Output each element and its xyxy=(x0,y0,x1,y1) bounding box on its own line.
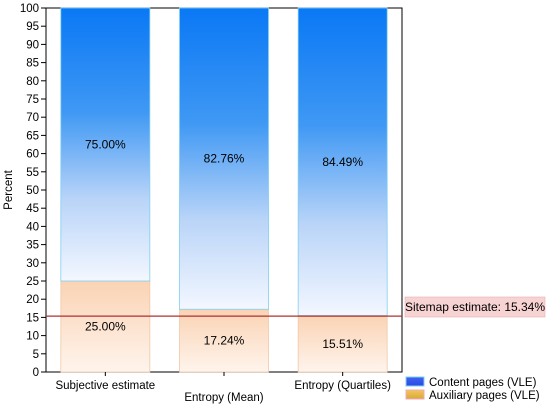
y-tick-label: 80 xyxy=(26,76,39,88)
legend-swatch xyxy=(405,376,425,387)
reference-label: Sitemap estimate: 15.34% xyxy=(405,300,545,314)
y-tick-label: 15 xyxy=(26,312,39,324)
data-label: 25.00% xyxy=(85,320,126,334)
y-tick-label: 10 xyxy=(26,331,39,343)
bar-segment xyxy=(60,7,151,282)
y-axis: 0 5 10 15 20 25 30 35 40 45 50 55 60 65 70 75 80 85 90 95 10… xyxy=(20,3,46,379)
data-label: 75.00% xyxy=(85,138,126,152)
reference-label-box xyxy=(404,296,546,318)
legend: Content pages (VLE)Auxiliary pages (VLE) xyxy=(405,376,540,402)
y-tick-label: 0 xyxy=(33,367,39,379)
y-tick-label: 60 xyxy=(26,149,39,161)
reference-line-group: Sitemap estimate: 15.34% xyxy=(46,296,546,318)
y-tick-label: 65 xyxy=(26,130,39,142)
x-tick-label: Entropy (Quartiles) xyxy=(294,380,391,392)
y-tick-label: 35 xyxy=(26,240,39,252)
y-tick-label: 70 xyxy=(26,112,39,124)
y-tick-label: 85 xyxy=(26,58,39,70)
data-label: 17.24% xyxy=(204,334,245,348)
y-tick-label: 40 xyxy=(26,221,39,233)
x-tick-label: Subjective estimate xyxy=(55,380,155,392)
y-tick-label: 90 xyxy=(26,39,39,51)
bar-segment xyxy=(60,280,151,373)
data-label: 15.51% xyxy=(322,337,363,351)
y-tick-label: 50 xyxy=(26,185,39,197)
y-tick-label: 30 xyxy=(26,258,39,270)
bar-segment xyxy=(297,7,388,316)
legend-label: Content pages (VLE) xyxy=(429,377,537,389)
y-tick-label: 25 xyxy=(26,276,39,288)
y-tick-label: 20 xyxy=(26,294,39,306)
y-tick-label: 75 xyxy=(26,94,39,106)
y-axis-title: Percent xyxy=(3,169,15,209)
legend-swatch xyxy=(405,389,425,400)
y-tick-label: 100 xyxy=(20,3,39,15)
y-tick-label: 55 xyxy=(26,167,39,179)
x-axis: Subjective estimate Entropy (Mean) Entropy… xyxy=(55,372,391,404)
y-tick-label: 95 xyxy=(26,21,39,33)
x-tick-label: Entropy (Mean) xyxy=(184,392,263,404)
bars: 25.00% 75.00% 17.24% 82.76% 15.51% 84.49% xyxy=(60,7,388,373)
legend-label: Auxiliary pages (VLE) xyxy=(429,390,540,402)
data-label: 82.76% xyxy=(204,152,245,166)
y-tick-label: 45 xyxy=(26,203,39,215)
data-label: 84.49% xyxy=(322,155,363,169)
y-tick-label: 5 xyxy=(33,349,39,361)
bar-segment xyxy=(179,7,269,310)
